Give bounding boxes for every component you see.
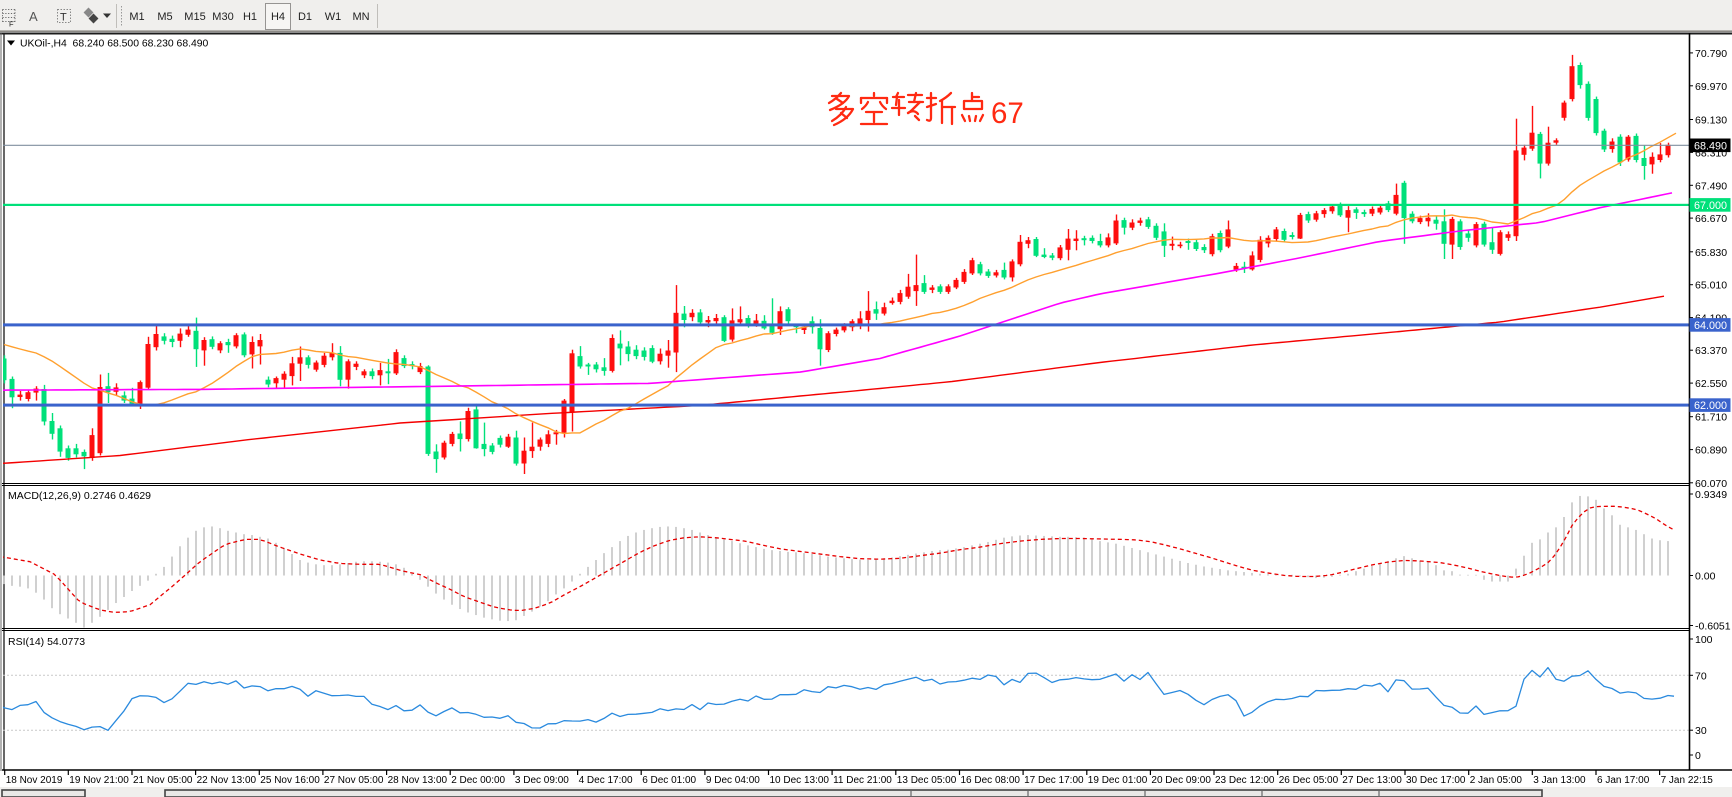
svg-text:60.890: 60.890	[1695, 445, 1727, 457]
svg-text:11 Dec 21:00: 11 Dec 21:00	[833, 775, 892, 786]
svg-text:64.000: 64.000	[1694, 320, 1727, 332]
svg-text:16 Dec 08:00: 16 Dec 08:00	[961, 775, 1021, 786]
svg-text:21 Nov 05:00: 21 Nov 05:00	[133, 775, 193, 786]
svg-text:RSI(14) 54.0773: RSI(14) 54.0773	[8, 636, 85, 648]
svg-text:M5: M5	[157, 11, 172, 23]
svg-text:65.010: 65.010	[1695, 280, 1727, 292]
svg-text:UKOil-,H4 68.240 68.500 68.23: UKOil-,H4 68.240 68.500 68.230 68.490	[20, 39, 209, 50]
svg-text:27 Nov 05:00: 27 Nov 05:00	[324, 775, 384, 786]
svg-text:17 Dec 17:00: 17 Dec 17:00	[1024, 775, 1084, 786]
svg-text:T: T	[60, 12, 67, 24]
svg-text:MACD(12,26,9) 0.2746 0.4629: MACD(12,26,9) 0.2746 0.4629	[8, 490, 151, 502]
svg-text:W1: W1	[325, 11, 342, 23]
svg-text:70.790: 70.790	[1695, 48, 1727, 60]
svg-text:70: 70	[1695, 670, 1707, 682]
svg-text:100: 100	[1695, 634, 1713, 646]
svg-text:61.710: 61.710	[1695, 412, 1727, 424]
svg-text:62.550: 62.550	[1695, 378, 1727, 390]
svg-text:0.00: 0.00	[1695, 571, 1716, 583]
svg-text:7 Jan 22:15: 7 Jan 22:15	[1661, 775, 1714, 786]
svg-text:2 Jan 05:00: 2 Jan 05:00	[1470, 775, 1523, 786]
svg-text:D1: D1	[298, 11, 312, 23]
svg-text:69.130: 69.130	[1695, 115, 1727, 127]
svg-text:20 Dec 09:00: 20 Dec 09:00	[1151, 775, 1211, 786]
svg-text:67.490: 67.490	[1695, 180, 1727, 192]
svg-text:-0.6051: -0.6051	[1695, 621, 1731, 633]
svg-text:10 Dec 13:00: 10 Dec 13:00	[770, 775, 830, 786]
svg-text:65.830: 65.830	[1695, 247, 1727, 259]
svg-text:27 Dec 13:00: 27 Dec 13:00	[1342, 775, 1402, 786]
svg-text:23 Dec 12:00: 23 Dec 12:00	[1215, 775, 1275, 786]
svg-text:19 Dec 01:00: 19 Dec 01:00	[1088, 775, 1148, 786]
svg-text:30: 30	[1695, 725, 1707, 737]
svg-text:3 Dec 09:00: 3 Dec 09:00	[515, 775, 569, 786]
svg-text:19 Nov 21:00: 19 Nov 21:00	[69, 775, 129, 786]
svg-text:H4: H4	[271, 11, 285, 23]
svg-text:3 Jan 13:00: 3 Jan 13:00	[1533, 775, 1586, 786]
svg-text:F: F	[9, 20, 14, 29]
svg-text:22 Nov 13:00: 22 Nov 13:00	[197, 775, 257, 786]
svg-text:4 Dec 17:00: 4 Dec 17:00	[579, 775, 633, 786]
svg-text:6 Jan 17:00: 6 Jan 17:00	[1597, 775, 1650, 786]
svg-text:M15: M15	[184, 11, 205, 23]
svg-text:66.670: 66.670	[1695, 213, 1727, 225]
svg-text:63.370: 63.370	[1695, 345, 1727, 357]
svg-text:H1: H1	[243, 11, 257, 23]
svg-text:9 Dec 04:00: 9 Dec 04:00	[706, 775, 760, 786]
svg-text:30 Dec 17:00: 30 Dec 17:00	[1406, 775, 1466, 786]
svg-text:25 Nov 16:00: 25 Nov 16:00	[260, 775, 320, 786]
svg-text:26 Dec 05:00: 26 Dec 05:00	[1279, 775, 1339, 786]
svg-text:67: 67	[991, 97, 1024, 130]
svg-text:6 Dec 01:00: 6 Dec 01:00	[642, 775, 696, 786]
svg-text:0.9349: 0.9349	[1695, 489, 1727, 501]
svg-text:60.070: 60.070	[1695, 478, 1727, 490]
svg-text:68.490: 68.490	[1694, 140, 1727, 152]
svg-text:MN: MN	[352, 11, 369, 23]
svg-text:2 Dec 00:00: 2 Dec 00:00	[451, 775, 505, 786]
svg-text:18 Nov 2019: 18 Nov 2019	[6, 775, 63, 786]
svg-text:13 Dec 05:00: 13 Dec 05:00	[897, 775, 957, 786]
svg-text:67.000: 67.000	[1694, 200, 1727, 212]
svg-text:69.970: 69.970	[1695, 81, 1727, 93]
svg-text:28 Nov 13:00: 28 Nov 13:00	[388, 775, 448, 786]
svg-text:A: A	[29, 9, 38, 24]
svg-text:M1: M1	[129, 11, 144, 23]
svg-text:62.000: 62.000	[1694, 400, 1727, 412]
svg-text:M30: M30	[212, 11, 233, 23]
svg-text:0: 0	[1695, 750, 1701, 762]
